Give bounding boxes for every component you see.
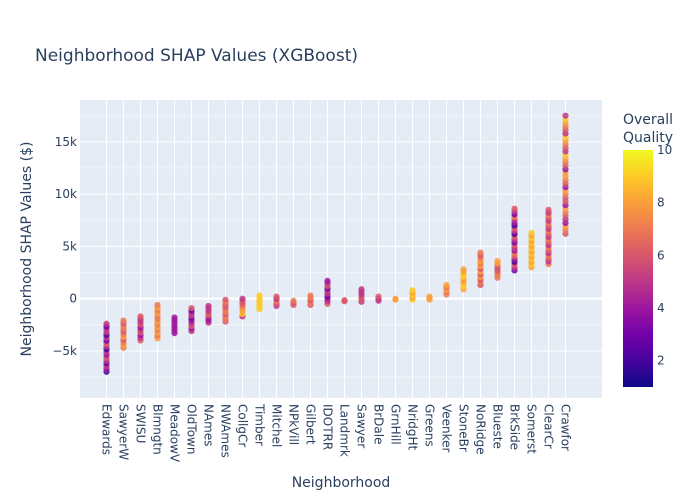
colorbar-tick-label: 8 — [657, 196, 665, 210]
data-point — [154, 301, 161, 309]
y-tick-label: −5k — [52, 344, 77, 358]
data-point — [528, 229, 535, 236]
x-tick-label: BrDale — [372, 404, 386, 444]
data-point — [460, 266, 467, 273]
x-tick-label: NWAmes — [219, 404, 233, 458]
data-point — [494, 257, 501, 265]
data-point — [545, 206, 552, 213]
colorbar-tick-label: 2 — [657, 354, 665, 368]
data-point — [443, 281, 450, 289]
colorbar-tick-label: 6 — [657, 248, 665, 262]
y-tick-label: 15k — [55, 135, 77, 149]
y-axis-ticks: −5k 0 5k 10k 15k — [52, 135, 77, 358]
colorbar-ticks: 2 4 6 8 10 — [657, 143, 672, 368]
x-tick-label: SWISU — [134, 404, 148, 443]
x-tick-label: Sawyer — [355, 404, 369, 448]
data-point — [511, 205, 518, 212]
x-tick-label: Gilbert — [304, 404, 318, 445]
data-point — [375, 293, 382, 300]
x-tick-label: SawyerW — [117, 404, 131, 460]
data-point — [103, 320, 110, 327]
x-tick-label: IDOTRR — [321, 404, 335, 450]
data-point — [171, 314, 178, 321]
colorbar-gradient — [623, 150, 653, 387]
x-tick-label: Blmngtn — [151, 404, 165, 455]
x-tick-label: Edwards — [100, 404, 114, 455]
x-tick-label: ClearCr — [542, 404, 556, 449]
y-tick-label: 10k — [55, 187, 77, 201]
x-tick-label: Greens — [423, 404, 437, 447]
data-points — [103, 112, 569, 375]
x-tick-label: Somerst — [525, 404, 539, 454]
colorbar-tick-label: 4 — [657, 301, 665, 315]
x-tick-label: MeadowV — [168, 404, 182, 463]
data-point — [205, 302, 212, 310]
colorbar-title-line-1: Overall — [623, 112, 673, 128]
y-tick-label: 5k — [62, 239, 77, 253]
data-point — [409, 287, 416, 294]
data-point — [341, 297, 348, 304]
data-point — [358, 286, 365, 293]
x-tick-label: NAmes — [202, 404, 216, 447]
x-tick-label: StoneBr — [457, 404, 471, 452]
data-point — [290, 297, 297, 304]
data-point — [307, 292, 314, 299]
data-point — [392, 295, 399, 302]
data-point — [222, 296, 229, 303]
gridlines — [80, 100, 602, 398]
data-point — [324, 277, 331, 284]
data-point — [239, 295, 246, 302]
x-tick-label: Mitchel — [270, 404, 284, 447]
data-point — [426, 293, 433, 300]
x-tick-label: NPkVill — [287, 404, 301, 445]
data-point — [137, 313, 144, 320]
x-tick-label: OldTown — [185, 404, 199, 454]
data-point — [256, 292, 263, 299]
y-axis-label: Neighborhood SHAP Values ($) — [19, 142, 35, 357]
x-tick-label: Blueste — [491, 404, 505, 449]
x-tick-label: GrnHill — [389, 404, 403, 445]
x-tick-label: Landmrk — [338, 404, 352, 457]
colorbar-title-line-2: Quality — [623, 130, 673, 146]
x-tick-label: CollgCr — [236, 404, 250, 447]
data-point — [477, 249, 484, 256]
colorbar: Overall Quality 2 4 6 8 10 — [623, 112, 673, 387]
x-tick-label: Crawfor — [559, 404, 573, 451]
data-point — [120, 317, 127, 324]
x-axis-label: Neighborhood — [292, 475, 391, 491]
x-tick-label: NridgHt — [406, 404, 420, 451]
x-tick-label: Veenker — [440, 404, 454, 453]
x-tick-label: BrkSide — [508, 404, 522, 450]
x-axis-ticks: Edwards SawyerW SWISU Blmngtn MeadowV OldTown… — [100, 403, 573, 463]
x-tick-label: Timber — [253, 403, 267, 446]
data-point — [562, 112, 569, 119]
data-point — [188, 304, 195, 312]
plot-area — [80, 100, 602, 398]
x-tick-label: NoRidge — [474, 404, 488, 455]
chart-title: Neighborhood SHAP Values (XGBoost) — [35, 46, 358, 66]
colorbar-tick-label: 10 — [657, 143, 672, 157]
data-point — [273, 293, 280, 300]
y-tick-label: 0 — [69, 292, 77, 306]
